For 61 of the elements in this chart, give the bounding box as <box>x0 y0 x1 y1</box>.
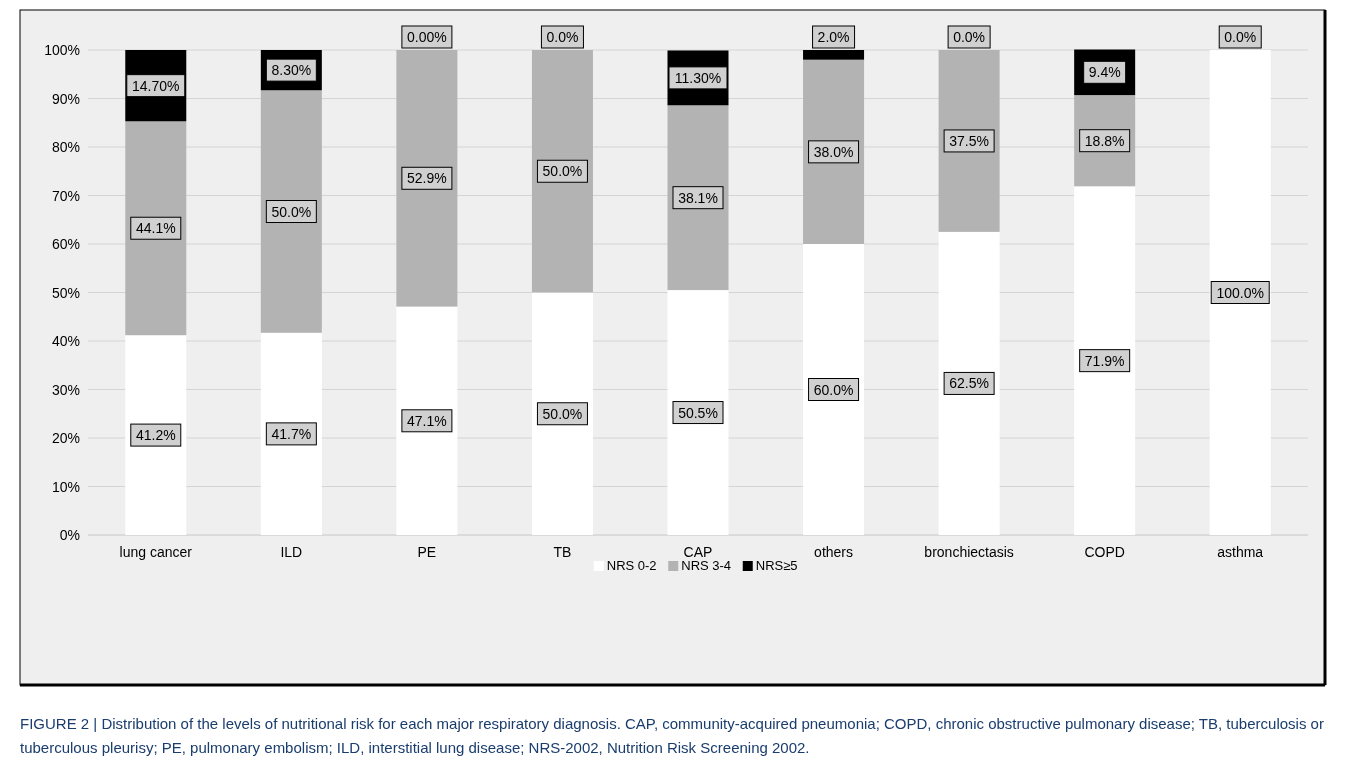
y-tick-label: 60% <box>51 236 80 252</box>
bar <box>531 292 593 535</box>
data-label: 18.8% <box>1084 132 1125 149</box>
data-label: 41.7% <box>271 425 312 442</box>
y-tick-label: 100% <box>44 42 80 58</box>
x-tick-label: ILD <box>280 544 303 560</box>
data-label: 60.0% <box>813 381 854 398</box>
y-tick-label: 70% <box>51 187 80 204</box>
bar <box>260 90 322 333</box>
x-tick-label: CAP <box>683 544 713 560</box>
data-label: 0.0% <box>953 29 986 45</box>
bar <box>125 335 187 535</box>
y-tick-label: 10% <box>51 478 80 495</box>
data-label: 41.2% <box>135 427 176 444</box>
data-label: 38.0% <box>813 143 854 160</box>
legend-label: NRS 0-2 <box>606 558 657 573</box>
y-tick-label: 80% <box>51 139 80 155</box>
y-tick-label: 0% <box>59 527 80 543</box>
data-label: 11.30% <box>674 69 722 86</box>
x-tick-label: TB <box>553 544 572 560</box>
bar <box>396 306 458 535</box>
x-tick-label: lung cancer <box>119 544 193 560</box>
bar <box>125 121 187 336</box>
x-tick-label: COPD <box>1084 544 1125 560</box>
data-label: 52.9% <box>407 170 447 187</box>
bar <box>803 244 865 535</box>
bar <box>938 231 1000 535</box>
data-label: 100.0% <box>1216 284 1264 301</box>
data-label: 2.0% <box>817 29 850 45</box>
data-label: 38.1% <box>678 189 718 206</box>
y-tick-label: 40% <box>51 333 80 349</box>
bar <box>260 332 322 535</box>
y-tick-label: 30% <box>51 381 80 398</box>
bar <box>1074 186 1136 535</box>
y-tick-label: 50% <box>51 284 80 301</box>
x-tick-label: bronchiectasis <box>924 544 1014 560</box>
data-label: 62.5% <box>949 375 989 392</box>
legend-label: NRS 3-4 <box>681 558 732 573</box>
data-label: 0.00% <box>407 29 447 45</box>
data-label: 44.1% <box>135 220 176 237</box>
y-tick-label: 90% <box>51 90 80 107</box>
data-label: 47.1% <box>407 412 447 429</box>
data-label: 14.70% <box>132 77 180 94</box>
caption: FIGURE 2 | Distribution of the levels of nutritional risk for each major respiratory diagnosis. CAP, community-acquired pneumonia; COPD, chronic obstructive pulmonary disease; TB, tuberculosis or tuberculous pleurisy; PE, pulmonary embolism; ILD, interstitial lung disease; NRS-2002, Nutrition Risk Screening 2002. <box>20 714 1325 758</box>
data-label: 0.0% <box>1224 29 1257 45</box>
data-label: 50.0% <box>542 405 583 422</box>
y-tick-label: 20% <box>51 430 80 446</box>
data-label: 50.0% <box>542 163 583 180</box>
x-tick-label: others <box>814 544 854 560</box>
data-label: 9.4% <box>1088 64 1121 81</box>
data-label: 50.5% <box>678 404 718 421</box>
data-label: 37.5% <box>949 132 989 149</box>
x-tick-label: PE <box>417 544 437 560</box>
x-tick-label: asthma <box>1217 544 1264 560</box>
data-label: 50.0% <box>271 203 312 220</box>
bar <box>667 290 729 535</box>
data-label: 0.0% <box>546 29 579 45</box>
data-label: 71.9% <box>1084 352 1125 369</box>
data-label: 8.30% <box>271 62 312 79</box>
bar <box>667 105 729 291</box>
legend-label: NRS≥5 <box>755 558 798 573</box>
